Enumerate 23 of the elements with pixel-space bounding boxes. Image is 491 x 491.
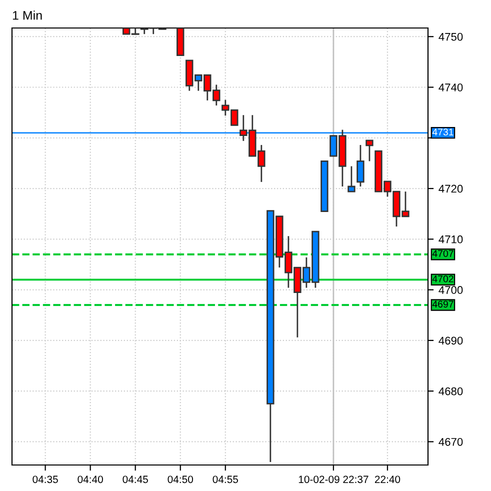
x-tick-label: 04:50: [168, 476, 194, 484]
y-tick-label: 4710: [438, 235, 463, 244]
x-tick-label: 04:45: [122, 476, 148, 484]
ref-line-label: 4731: [432, 128, 454, 136]
x-tick-label: 04:55: [212, 476, 238, 484]
y-tick-label: 4690: [438, 336, 463, 345]
ref-line-label: 4702: [432, 275, 454, 282]
candlestick: [366, 140, 374, 162]
x-tick-label: 04:40: [78, 476, 103, 484]
y-tick-label: 4670: [438, 438, 463, 446]
y-tick-label: 4700: [438, 286, 463, 294]
candlestick: [356, 144, 364, 188]
candlestick: [348, 166, 356, 192]
y-tick-label: 4720: [438, 184, 463, 193]
y-tick-label: 4750: [438, 32, 463, 41]
ref-line-label: 4707: [432, 250, 454, 257]
chart-title: 1 Min: [12, 10, 42, 20]
x-tick-label: 04:35: [32, 476, 58, 484]
x-tick-label: 22:40: [374, 476, 400, 484]
ref-line-label: 4697: [432, 300, 454, 308]
x-tick-label: 10-02-09 22:37: [298, 476, 368, 484]
y-tick-label: 4680: [438, 387, 463, 396]
y-tick-label: 4740: [438, 84, 463, 92]
